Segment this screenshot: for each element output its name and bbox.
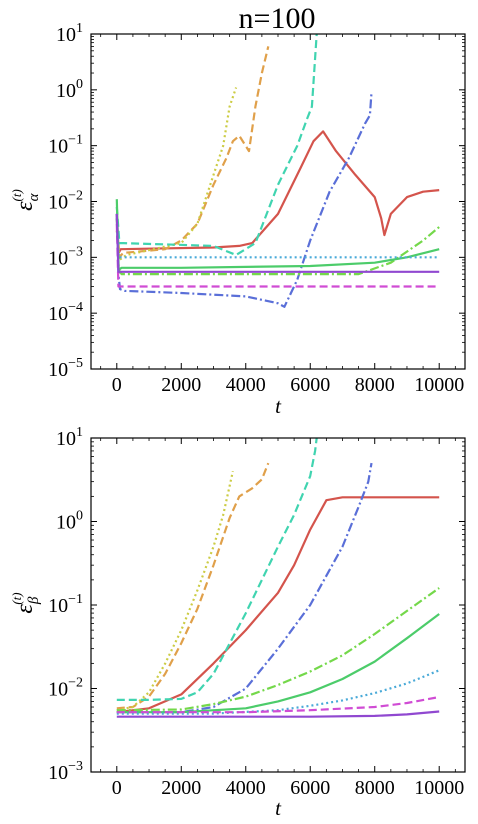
panel-2: 0 2000 4000 6000 8000 10000 10−3 10−2 10−1 100 101… — [9, 425, 466, 820]
series-line-8 — [116, 669, 440, 715]
y-tick-label: 100 — [56, 77, 83, 102]
y-tick-label: 10−3 — [48, 244, 83, 269]
y-tick-label: 101 — [56, 425, 83, 450]
series-line-3 — [116, 470, 234, 712]
series-line-10 — [116, 710, 440, 718]
y-tick-label: 10−2 — [48, 189, 83, 214]
series-line-1 — [115, 130, 440, 254]
series-line-4 — [116, 438, 318, 701]
y-tick-label: 10−2 — [48, 676, 83, 701]
x-tick-label: 2000 — [161, 374, 201, 396]
y-tick-label: 10−1 — [48, 133, 83, 158]
series-line-7 — [115, 199, 440, 271]
x-tick-label: 8000 — [355, 374, 395, 396]
series-line-10 — [115, 213, 440, 273]
y-axis-label: εα(t) — [9, 189, 42, 211]
panel-1: 0 2000 4000 6000 8000 10000 10−5 10−4 10−3 10−2 10… — [9, 21, 466, 418]
series-line-7 — [116, 613, 440, 714]
series-line-2 — [116, 462, 270, 710]
y-tick-label: 10−3 — [48, 759, 83, 784]
x-tick-label: 6000 — [290, 374, 330, 396]
x-tick-label: 0 — [112, 374, 122, 396]
series-line-1 — [116, 496, 440, 714]
series-line-5 — [115, 92, 373, 308]
y-tick-label: 10−1 — [48, 592, 83, 617]
plot-frame — [90, 33, 466, 370]
x-tick-label: 2000 — [161, 777, 201, 799]
series-line-6 — [116, 587, 440, 712]
series-line-4 — [115, 34, 318, 257]
x-axis-label: t — [275, 394, 282, 418]
x-tick-label: 4000 — [226, 777, 266, 799]
plot-frame — [90, 437, 466, 773]
series-line-9 — [115, 223, 440, 288]
x-tick-label: 10000 — [414, 777, 464, 799]
x-tick-label: 6000 — [290, 777, 330, 799]
series-group — [116, 438, 440, 718]
x-tick-label: 0 — [112, 777, 122, 799]
y-axis-label: εβ(t) — [9, 592, 42, 613]
series-line-5 — [116, 462, 373, 714]
y-tick-label: 10−5 — [48, 356, 83, 381]
series-line-2 — [115, 46, 270, 259]
y-tick-label: 10−4 — [48, 300, 83, 325]
y-tick-label: 101 — [56, 21, 83, 46]
series-group — [115, 34, 440, 308]
chart-title: n=100 — [239, 2, 316, 35]
series-line-8 — [115, 218, 440, 259]
x-axis-label: t — [275, 796, 282, 820]
y-tick-label: 100 — [56, 509, 83, 534]
x-tick-label: 10000 — [414, 374, 464, 396]
x-tick-label: 4000 — [226, 374, 266, 396]
x-tick-label: 8000 — [355, 777, 395, 799]
